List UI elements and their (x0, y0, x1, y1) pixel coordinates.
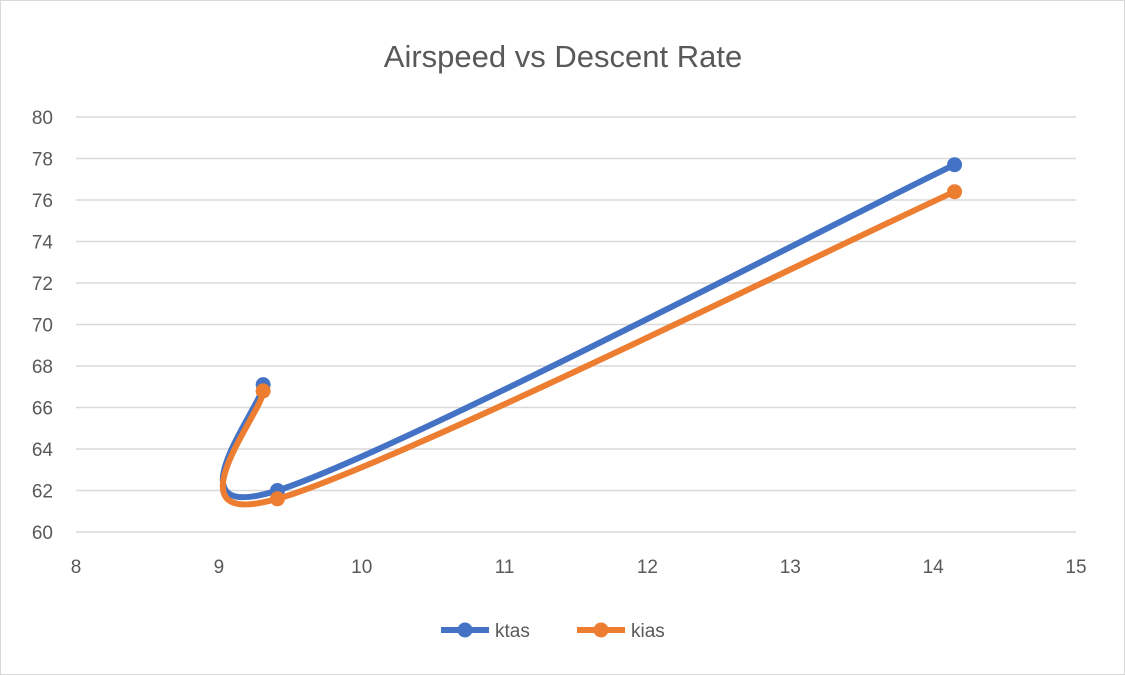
x-tick-label: 11 (495, 557, 515, 578)
legend-label-kias: kias (631, 621, 665, 642)
data-point-kias (255, 383, 271, 399)
y-tick-label: 78 (32, 150, 53, 171)
y-tick-label: 72 (32, 274, 53, 295)
series-line-kias (220, 188, 958, 508)
data-point-kias (947, 184, 963, 200)
y-tick-label: 60 (32, 523, 53, 544)
y-tick-label: 66 (32, 399, 53, 420)
legend-marker-ktas (457, 622, 473, 638)
chart-title: Airspeed vs Descent Rate (384, 39, 742, 74)
y-tick-label: 68 (32, 357, 53, 378)
y-tick-label: 74 (32, 233, 54, 254)
x-tick-label: 10 (351, 557, 372, 578)
y-tick-label: 70 (32, 316, 53, 337)
data-point-ktas (947, 157, 963, 173)
x-tick-label: 8 (71, 557, 82, 578)
series-line-ktas (220, 161, 958, 501)
legend-marker-kias (593, 622, 609, 638)
data-point-kias (269, 491, 285, 507)
x-tick-label: 14 (923, 557, 945, 578)
x-tick-label: 12 (637, 557, 658, 578)
x-tick-label: 15 (1065, 557, 1086, 578)
y-tick-label: 80 (32, 108, 53, 129)
y-tick-label: 76 (32, 191, 53, 212)
y-tick-label: 64 (32, 440, 54, 461)
x-tick-label: 13 (780, 557, 801, 578)
legend-label-ktas: ktas (495, 621, 530, 642)
x-tick-label: 9 (214, 557, 225, 578)
y-tick-label: 62 (32, 482, 53, 503)
